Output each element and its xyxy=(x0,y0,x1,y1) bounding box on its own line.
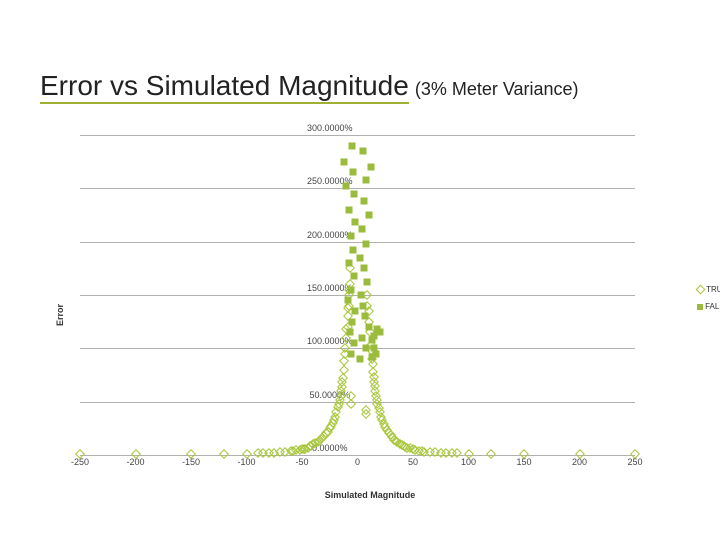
x-tick-label: 50 xyxy=(408,457,418,467)
plot-area: 0.0000%50.0000%100.0000%150.0000%200.000… xyxy=(80,135,635,455)
data-point-false xyxy=(364,279,371,286)
data-point-false xyxy=(347,350,354,357)
gridline xyxy=(80,135,635,136)
legend: TRUE FALSE xyxy=(697,285,720,319)
data-point-false xyxy=(363,240,370,247)
data-point-false xyxy=(345,260,352,267)
data-point-false xyxy=(356,356,363,363)
data-point-true xyxy=(346,399,356,409)
data-point-false xyxy=(344,297,351,304)
data-point-true xyxy=(339,365,349,375)
scatter-chart: Error 0.0000%50.0000%100.0000%150.0000%2… xyxy=(50,130,690,500)
data-point-false xyxy=(350,169,357,176)
data-point-false xyxy=(345,206,352,213)
y-tick-label: 300.0000% xyxy=(307,123,353,133)
y-tick-label: 200.0000% xyxy=(307,230,353,240)
data-point-false xyxy=(351,272,358,279)
data-point-false xyxy=(365,212,372,219)
data-point-false xyxy=(358,334,365,341)
legend-label: TRUE xyxy=(706,285,720,294)
gridline xyxy=(80,242,635,243)
data-point-false xyxy=(348,318,355,325)
chart-title-row: Error vs Simulated Magnitude (3% Meter V… xyxy=(40,70,700,104)
chart-subtitle: (3% Meter Variance) xyxy=(415,79,579,100)
data-point-false xyxy=(360,302,367,309)
data-point-false xyxy=(376,329,383,336)
x-tick-label: -50 xyxy=(295,457,308,467)
data-point-true xyxy=(486,449,496,459)
y-axis-label: Error xyxy=(55,304,65,326)
data-point-false xyxy=(347,233,354,240)
data-point-false xyxy=(365,324,372,331)
data-point-false xyxy=(343,183,350,190)
data-point-false xyxy=(341,158,348,165)
data-point-false xyxy=(346,329,353,336)
data-point-false xyxy=(361,198,368,205)
data-point-false xyxy=(362,313,369,320)
data-point-false xyxy=(348,142,355,149)
gridline xyxy=(80,402,635,403)
data-point-false xyxy=(347,286,354,293)
legend-label: FALSE xyxy=(705,302,720,311)
data-point-false xyxy=(351,190,358,197)
square-icon xyxy=(697,304,703,310)
data-point-false xyxy=(360,148,367,155)
data-point-false xyxy=(350,247,357,254)
data-point-true xyxy=(219,449,229,459)
data-point-false xyxy=(363,345,370,352)
data-point-false xyxy=(352,308,359,315)
chart-title: Error vs Simulated Magnitude xyxy=(40,70,409,104)
data-point-false xyxy=(363,176,370,183)
gridline xyxy=(80,455,635,456)
x-axis-label: Simulated Magnitude xyxy=(325,490,416,500)
data-point-false xyxy=(357,292,364,299)
data-point-false xyxy=(358,225,365,232)
x-tick-label: 0 xyxy=(355,457,360,467)
legend-item-true: TRUE xyxy=(697,285,720,294)
data-point-false xyxy=(368,353,375,360)
data-point-false xyxy=(356,254,363,261)
data-point-false xyxy=(351,340,358,347)
diamond-icon xyxy=(696,285,706,295)
gridline xyxy=(80,348,635,349)
data-point-false xyxy=(367,164,374,171)
legend-item-false: FALSE xyxy=(697,302,720,311)
data-point-false xyxy=(361,265,368,272)
